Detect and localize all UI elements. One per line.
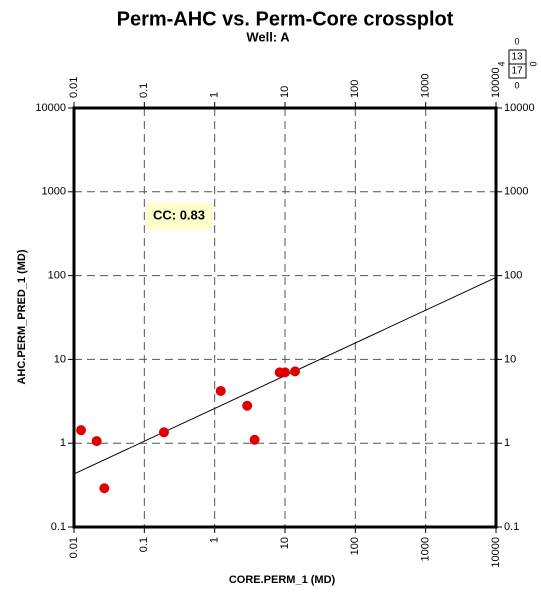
point xyxy=(91,436,102,447)
point xyxy=(76,425,87,436)
x-tick-label: 0.1 xyxy=(138,83,150,98)
corner-count: 4 xyxy=(496,61,506,66)
y-tick-label: 10000 xyxy=(35,102,66,114)
y-tick-label: 1000 xyxy=(42,186,66,198)
corner-count: 0 xyxy=(514,80,519,90)
x-tick-label: 10 xyxy=(279,86,291,98)
point xyxy=(99,483,110,494)
x-tick-label: 0.1 xyxy=(138,537,150,552)
corner-count: 0 xyxy=(528,61,538,66)
x-tick-label: 0.01 xyxy=(68,537,80,558)
x-tick-label: 10000 xyxy=(490,67,502,98)
y-tick-label: 10 xyxy=(54,353,66,365)
corner-count: 13 xyxy=(511,52,523,63)
point xyxy=(290,366,301,377)
x-tick-label: 10000 xyxy=(490,537,502,568)
y-tick-label: 1000 xyxy=(504,186,528,198)
x-tick-label: 100 xyxy=(349,537,361,555)
x-axis-label: CORE.PERM_1 (MD) xyxy=(229,574,336,586)
point xyxy=(215,385,226,396)
y-tick-label: 100 xyxy=(504,270,522,282)
y-tick-label: 1 xyxy=(504,437,510,449)
y-tick-label: 10000 xyxy=(504,102,535,114)
x-tick-label: 1 xyxy=(209,537,221,543)
chart-title: Perm-AHC vs. Perm-Core crossplot xyxy=(117,8,454,30)
y-tick-label: 0.1 xyxy=(504,521,519,533)
corner-widget: 0 13 17 0 4 0 xyxy=(496,36,538,90)
x-tick-label: 0.01 xyxy=(68,77,80,98)
x-tick-label: 1000 xyxy=(420,74,432,98)
y-tick-label: 100 xyxy=(48,270,66,282)
x-tick-label: 100 xyxy=(349,80,361,98)
chart-subtitle: Well: A xyxy=(246,29,290,44)
point xyxy=(280,367,290,378)
y-axis-label: AHC.PERM_PRED_1 (MD) xyxy=(16,249,28,384)
annotation: CC: 0.83 xyxy=(153,207,205,222)
y-tick-label: 10 xyxy=(504,353,516,365)
point xyxy=(249,434,260,445)
corner-count: 17 xyxy=(511,66,523,77)
annotation-box xyxy=(146,203,212,230)
y-tick-label: 0.1 xyxy=(51,521,66,533)
y-tick-label: 1 xyxy=(60,437,66,449)
point xyxy=(158,427,169,438)
x-tick-label: 10 xyxy=(279,537,291,549)
corner-count: 0 xyxy=(514,36,519,46)
plot-frame xyxy=(72,106,498,529)
x-tick-label: 1000 xyxy=(420,537,432,561)
point xyxy=(242,400,253,411)
x-tick-label: 1 xyxy=(209,92,221,98)
